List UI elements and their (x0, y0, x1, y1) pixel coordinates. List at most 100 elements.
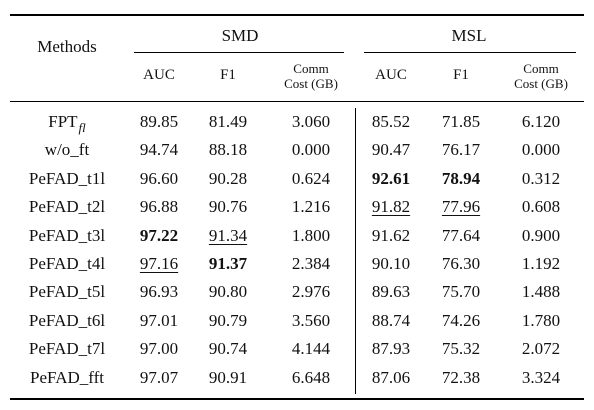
method-name: PeFAD_t6l (29, 312, 105, 329)
header-rule (10, 101, 584, 102)
column-header: Comm Cost (GB) (514, 61, 568, 91)
table-cell: 90.76 (208, 197, 248, 217)
top-rule (10, 14, 584, 16)
method-label: FPT (48, 112, 78, 131)
table-cell: 97.16 (139, 254, 179, 273)
table-cell: 75.70 (441, 282, 481, 302)
method-name: PeFAD_t2l (29, 198, 105, 215)
table-cell: 90.79 (208, 310, 248, 330)
column-header-line: Comm (293, 61, 329, 76)
method-label: PeFAD_t3l (28, 225, 106, 245)
table-cell: 4.144 (291, 339, 331, 359)
table-cell: 76.30 (441, 254, 481, 273)
table-cell: 74.26 (441, 310, 481, 330)
table-cell: 72.38 (441, 367, 481, 387)
method-name: PeFAD_t1l (29, 170, 105, 187)
method-name: PeFAD_t5l (29, 283, 105, 300)
table-cell: 91.82 (371, 197, 411, 217)
table-cell: 75.32 (441, 339, 481, 359)
method-name: PeFAD_fft (30, 369, 104, 386)
method-label: PeFAD_t6l (28, 310, 106, 330)
table-cell: 77.96 (441, 197, 481, 217)
column-header: F1 (453, 67, 469, 83)
table-cell: 0.900 (521, 225, 561, 245)
table-cell: 2.976 (291, 282, 331, 302)
table-cell: 3.060 (291, 112, 331, 131)
table-cell: 92.61 (371, 168, 411, 188)
method-name: FPTfl (48, 113, 86, 134)
column-header: F1 (220, 67, 236, 83)
table-cell: 6.648 (291, 367, 331, 387)
method-name: PeFAD_t7l (29, 340, 105, 357)
table-cell: 76.17 (441, 140, 481, 160)
table-cell: 89.85 (139, 112, 179, 131)
table-cell: 97.01 (139, 310, 179, 330)
column-header-line: Comm (523, 61, 559, 76)
table-cell: 78.94 (441, 168, 481, 188)
table-cell: 91.37 (208, 254, 248, 273)
table-cell: 88.18 (208, 140, 248, 160)
table-cell: 0.624 (291, 168, 331, 188)
table-cell: 1.800 (291, 225, 331, 245)
table-cell: 85.52 (371, 112, 411, 131)
table-cell: 90.47 (371, 140, 411, 160)
column-header: Comm Cost (GB) (284, 61, 338, 91)
table-cell: 0.000 (521, 140, 561, 160)
table-cell: 97.07 (139, 367, 179, 387)
table-cell: 71.85 (441, 112, 481, 131)
smd-group-rule (134, 52, 344, 53)
table-cell: 90.10 (371, 254, 411, 273)
column-header-line: Cost (GB) (514, 76, 568, 91)
table-cell: 94.74 (139, 140, 179, 160)
table-cell: 77.64 (441, 225, 481, 245)
method-subscript: fl (78, 120, 86, 135)
method-label: PeFAD_t7l (28, 339, 106, 359)
table-cell: 96.93 (139, 282, 179, 302)
bottom-rule (10, 398, 584, 400)
table-cell: 2.384 (291, 254, 331, 273)
msl-group-rule (364, 52, 576, 53)
table-cell: 3.560 (291, 310, 331, 330)
table-cell: 91.34 (208, 225, 248, 245)
table-cell: 96.88 (139, 197, 179, 217)
column-header: AUC (143, 67, 175, 83)
table-cell: 88.74 (371, 310, 411, 330)
method-label: PeFAD_fft (30, 367, 104, 387)
method-label: w/o_ft (44, 140, 90, 160)
column-header-line: Cost (GB) (284, 76, 338, 91)
column-separator (355, 108, 356, 394)
table-cell: 89.63 (371, 282, 411, 302)
table-cell: 1.780 (521, 310, 561, 330)
table-cell: 90.91 (208, 367, 248, 387)
method-name: w/o_ft (45, 141, 89, 158)
table-cell: 91.62 (371, 225, 411, 245)
table-cell: 0.312 (521, 168, 561, 188)
table-cell: 1.216 (291, 197, 331, 217)
method-label: PeFAD_t2l (28, 197, 106, 217)
method-name: PeFAD_t4l (29, 255, 105, 272)
method-label: PeFAD_t4l (28, 254, 106, 273)
group-header-msl: MSL (451, 26, 487, 45)
table-cell: 1.488 (521, 282, 561, 302)
method-name: PeFAD_t3l (29, 227, 105, 244)
table-cell: 0.000 (291, 140, 331, 160)
table-cell: 0.608 (521, 197, 561, 217)
table-cell: 2.072 (521, 339, 561, 359)
table-cell: 87.93 (371, 339, 411, 359)
table-cell: 97.22 (139, 225, 179, 245)
table-cell: 90.28 (208, 168, 248, 188)
table-cell: 97.00 (139, 339, 179, 359)
method-label: PeFAD_t5l (28, 282, 106, 302)
table-cell: 1.192 (521, 254, 561, 273)
table-cell: 3.324 (521, 367, 561, 387)
table-cell: 87.06 (371, 367, 411, 387)
table-cell: 90.80 (208, 282, 248, 302)
methods-header: Methods (37, 37, 97, 56)
table-cell: 6.120 (521, 112, 561, 131)
group-header-smd: SMD (221, 26, 259, 45)
column-header: AUC (375, 67, 407, 83)
table-cell: 96.60 (139, 168, 179, 188)
table-cell: 81.49 (208, 112, 248, 131)
method-label: PeFAD_t1l (28, 168, 106, 188)
table-cell: 90.74 (208, 339, 248, 359)
